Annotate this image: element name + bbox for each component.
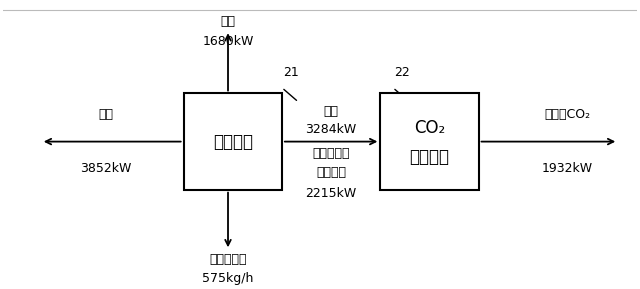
Text: 電力: 電力 xyxy=(99,108,113,121)
Text: CO₂: CO₂ xyxy=(414,119,445,137)
Text: 発電装置: 発電装置 xyxy=(212,133,253,151)
Bar xyxy=(184,94,282,190)
Bar xyxy=(380,94,479,190)
Text: 575kg/h: 575kg/h xyxy=(202,272,253,285)
Text: 22: 22 xyxy=(395,66,410,79)
Text: リボイラー: リボイラー xyxy=(312,147,350,160)
Text: 回収装置: 回収装置 xyxy=(410,148,449,166)
Text: メタンガス: メタンガス xyxy=(209,253,247,266)
Text: 3852kW: 3852kW xyxy=(80,162,132,175)
Text: 熱水＋CO₂: 熱水＋CO₂ xyxy=(545,108,591,121)
Text: 2215kW: 2215kW xyxy=(305,187,356,200)
Text: 3284kW: 3284kW xyxy=(305,123,356,136)
Text: 廃熱: 廃熱 xyxy=(221,14,236,27)
Text: 排熱: 排熱 xyxy=(324,105,339,118)
Text: 必要熱量: 必要熱量 xyxy=(316,166,346,179)
Text: 1680kW: 1680kW xyxy=(202,35,253,48)
Text: 1932kW: 1932kW xyxy=(542,162,593,175)
Text: 21: 21 xyxy=(284,66,300,79)
